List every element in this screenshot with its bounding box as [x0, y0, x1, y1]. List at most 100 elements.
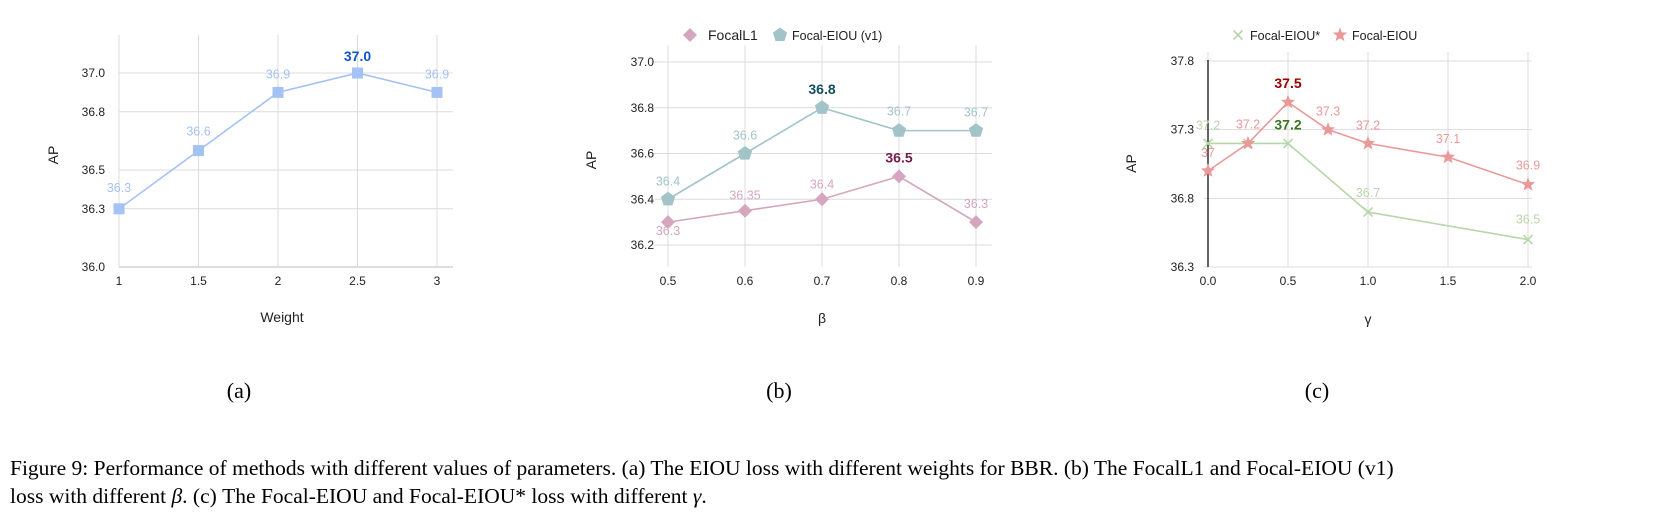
data-label: 36.4: [810, 177, 834, 191]
y-tick-label: 36.2: [631, 238, 655, 252]
y-tick-label: 36.8: [631, 101, 655, 115]
legend-marker: [683, 28, 697, 42]
data-label: 37.2: [1356, 118, 1380, 132]
data-label: 36.35: [729, 189, 760, 203]
legend-label: Focal-EIOU: [1352, 29, 1417, 43]
data-label: 36.6: [733, 129, 757, 143]
y-axis-title: AP: [45, 146, 61, 165]
data-point: [892, 169, 906, 184]
y-tick-label: 36.8: [82, 105, 106, 119]
data-label: 37.0: [344, 48, 371, 64]
y-tick-label: 37.0: [82, 66, 106, 80]
subfigure-label-c: (c): [1304, 378, 1330, 403]
data-label: 36.9: [266, 67, 290, 81]
data-point: [1320, 122, 1336, 136]
caption-line-2-part-b: . (c) The Focal-EIOU and Focal-EIOU* los…: [182, 484, 693, 508]
x-tick-label: 0.6: [737, 274, 754, 288]
x-axis-title: Weight: [260, 309, 303, 325]
data-label: 37.1: [1436, 132, 1460, 146]
x-tick-label: 0.7: [814, 274, 831, 288]
series-focal-eiou-v1-: 36.4 36.6 36.8 36.7 36.7: [656, 81, 988, 206]
data-label: 37.2: [1274, 116, 1301, 132]
data-point: [661, 215, 675, 230]
data-point: [431, 86, 443, 98]
x-tick-label: 1.5: [190, 274, 207, 288]
data-point: [1360, 135, 1376, 150]
legend-label: Focal-EIOU*: [1250, 29, 1320, 43]
data-point: [193, 145, 204, 157]
y-tick-label: 36.6: [631, 147, 655, 161]
chart-c: 36.3 36.8 37.3 37.8 0.0 0.5 1.0 1.5 2.0 γ AP Focal-…: [1123, 27, 1540, 327]
data-label: 36.6: [186, 125, 210, 139]
x-tick-label: 2.5: [349, 274, 366, 288]
data-point: [1362, 207, 1374, 218]
data-point: [891, 123, 907, 137]
caption-line-2-part-a: loss with different: [10, 484, 172, 508]
x-tick-label: 0.0: [1200, 274, 1217, 288]
data-point: [1200, 163, 1216, 177]
data-point: [1202, 138, 1214, 149]
data-label: 37.2: [1236, 117, 1260, 131]
legend-marker: [772, 27, 788, 42]
caption-line-2: loss with different β. (c) The Focal-EIO…: [10, 482, 1660, 510]
y-tick-label: 36.8: [1171, 191, 1195, 205]
grid: [652, 45, 992, 267]
chart-a: 36.036.336.536.837.01 1.5 2 2.5 3WeightAP36.…: [45, 35, 453, 325]
x-tick-label: 0.8: [891, 274, 908, 288]
legend-entry: Focal-EIOU*: [1232, 29, 1320, 43]
subfigure-label-a: (a): [226, 378, 252, 403]
series-focall1: 36.3 36.35 36.4 36.5 36.3: [656, 149, 988, 238]
data-label: 36.7: [887, 105, 911, 119]
data-label: 36.9: [1516, 159, 1540, 173]
legend-label: Focal-EIOU (v1): [792, 29, 882, 43]
y-tick-label: 36.3: [82, 202, 106, 216]
data-label: 36.4: [656, 174, 680, 188]
data-point: [113, 203, 125, 215]
legend-marker: [1332, 27, 1348, 42]
grid: [1204, 52, 1532, 268]
grid: [118, 35, 453, 268]
data-point: [969, 215, 983, 230]
data-label: 36.5: [1516, 213, 1540, 227]
data-point: [1280, 94, 1296, 109]
y-tick-label: 36.0: [82, 260, 106, 274]
data-label: 36.3: [656, 224, 680, 238]
data-point: [1440, 149, 1456, 164]
y-tick-label: 37.3: [1171, 123, 1195, 137]
x-axis-title: γ: [1365, 311, 1372, 327]
y-tick-label: 36.3: [1171, 260, 1195, 274]
x-tick-label: 2.0: [1520, 274, 1537, 288]
caption-gamma: γ: [692, 484, 702, 508]
data-label: 37.3: [1316, 105, 1340, 119]
legend-entry: FocalL1: [683, 27, 758, 43]
x-tick-label: 1.5: [1440, 274, 1457, 288]
data-point: [272, 86, 284, 98]
series-main: 36.3 36.6 36.9 37.0 36.9: [107, 48, 449, 215]
figure-caption: Figure 9: Performance of methods with di…: [10, 454, 1660, 510]
data-label: 36.9: [425, 67, 449, 81]
data-label: 36.3: [964, 197, 988, 211]
data-point: [1520, 177, 1536, 191]
data-label: 37.5: [1274, 75, 1301, 91]
data-label: 36.8: [808, 81, 835, 97]
data-label: 37: [1201, 146, 1215, 160]
data-point: [814, 100, 830, 114]
legend-label: FocalL1: [708, 27, 758, 43]
x-tick-label: 2: [275, 274, 282, 288]
data-point: [1522, 234, 1534, 245]
subfigure-label-b: (b): [766, 378, 792, 403]
data-point: [1240, 135, 1256, 150]
chart-b: 36.236.436.636.837.00.5 0.6 0.7 0.8 0.9βAPFo…: [583, 27, 992, 326]
x-tick-label: 3: [434, 274, 441, 288]
caption-beta: β: [171, 484, 183, 508]
data-point: [738, 203, 752, 218]
data-point: [660, 191, 676, 206]
caption-line-2-part-c: .: [701, 484, 707, 508]
data-point: [815, 192, 829, 207]
y-tick-label: 37.0: [631, 55, 655, 69]
series-focal-eiou-: 37.2 37.2 36.7 36.5: [1196, 116, 1540, 245]
y-axis-title: AP: [583, 151, 599, 170]
x-tick-label: 0.5: [1280, 274, 1297, 288]
y-tick-label: 37.8: [1171, 54, 1195, 68]
